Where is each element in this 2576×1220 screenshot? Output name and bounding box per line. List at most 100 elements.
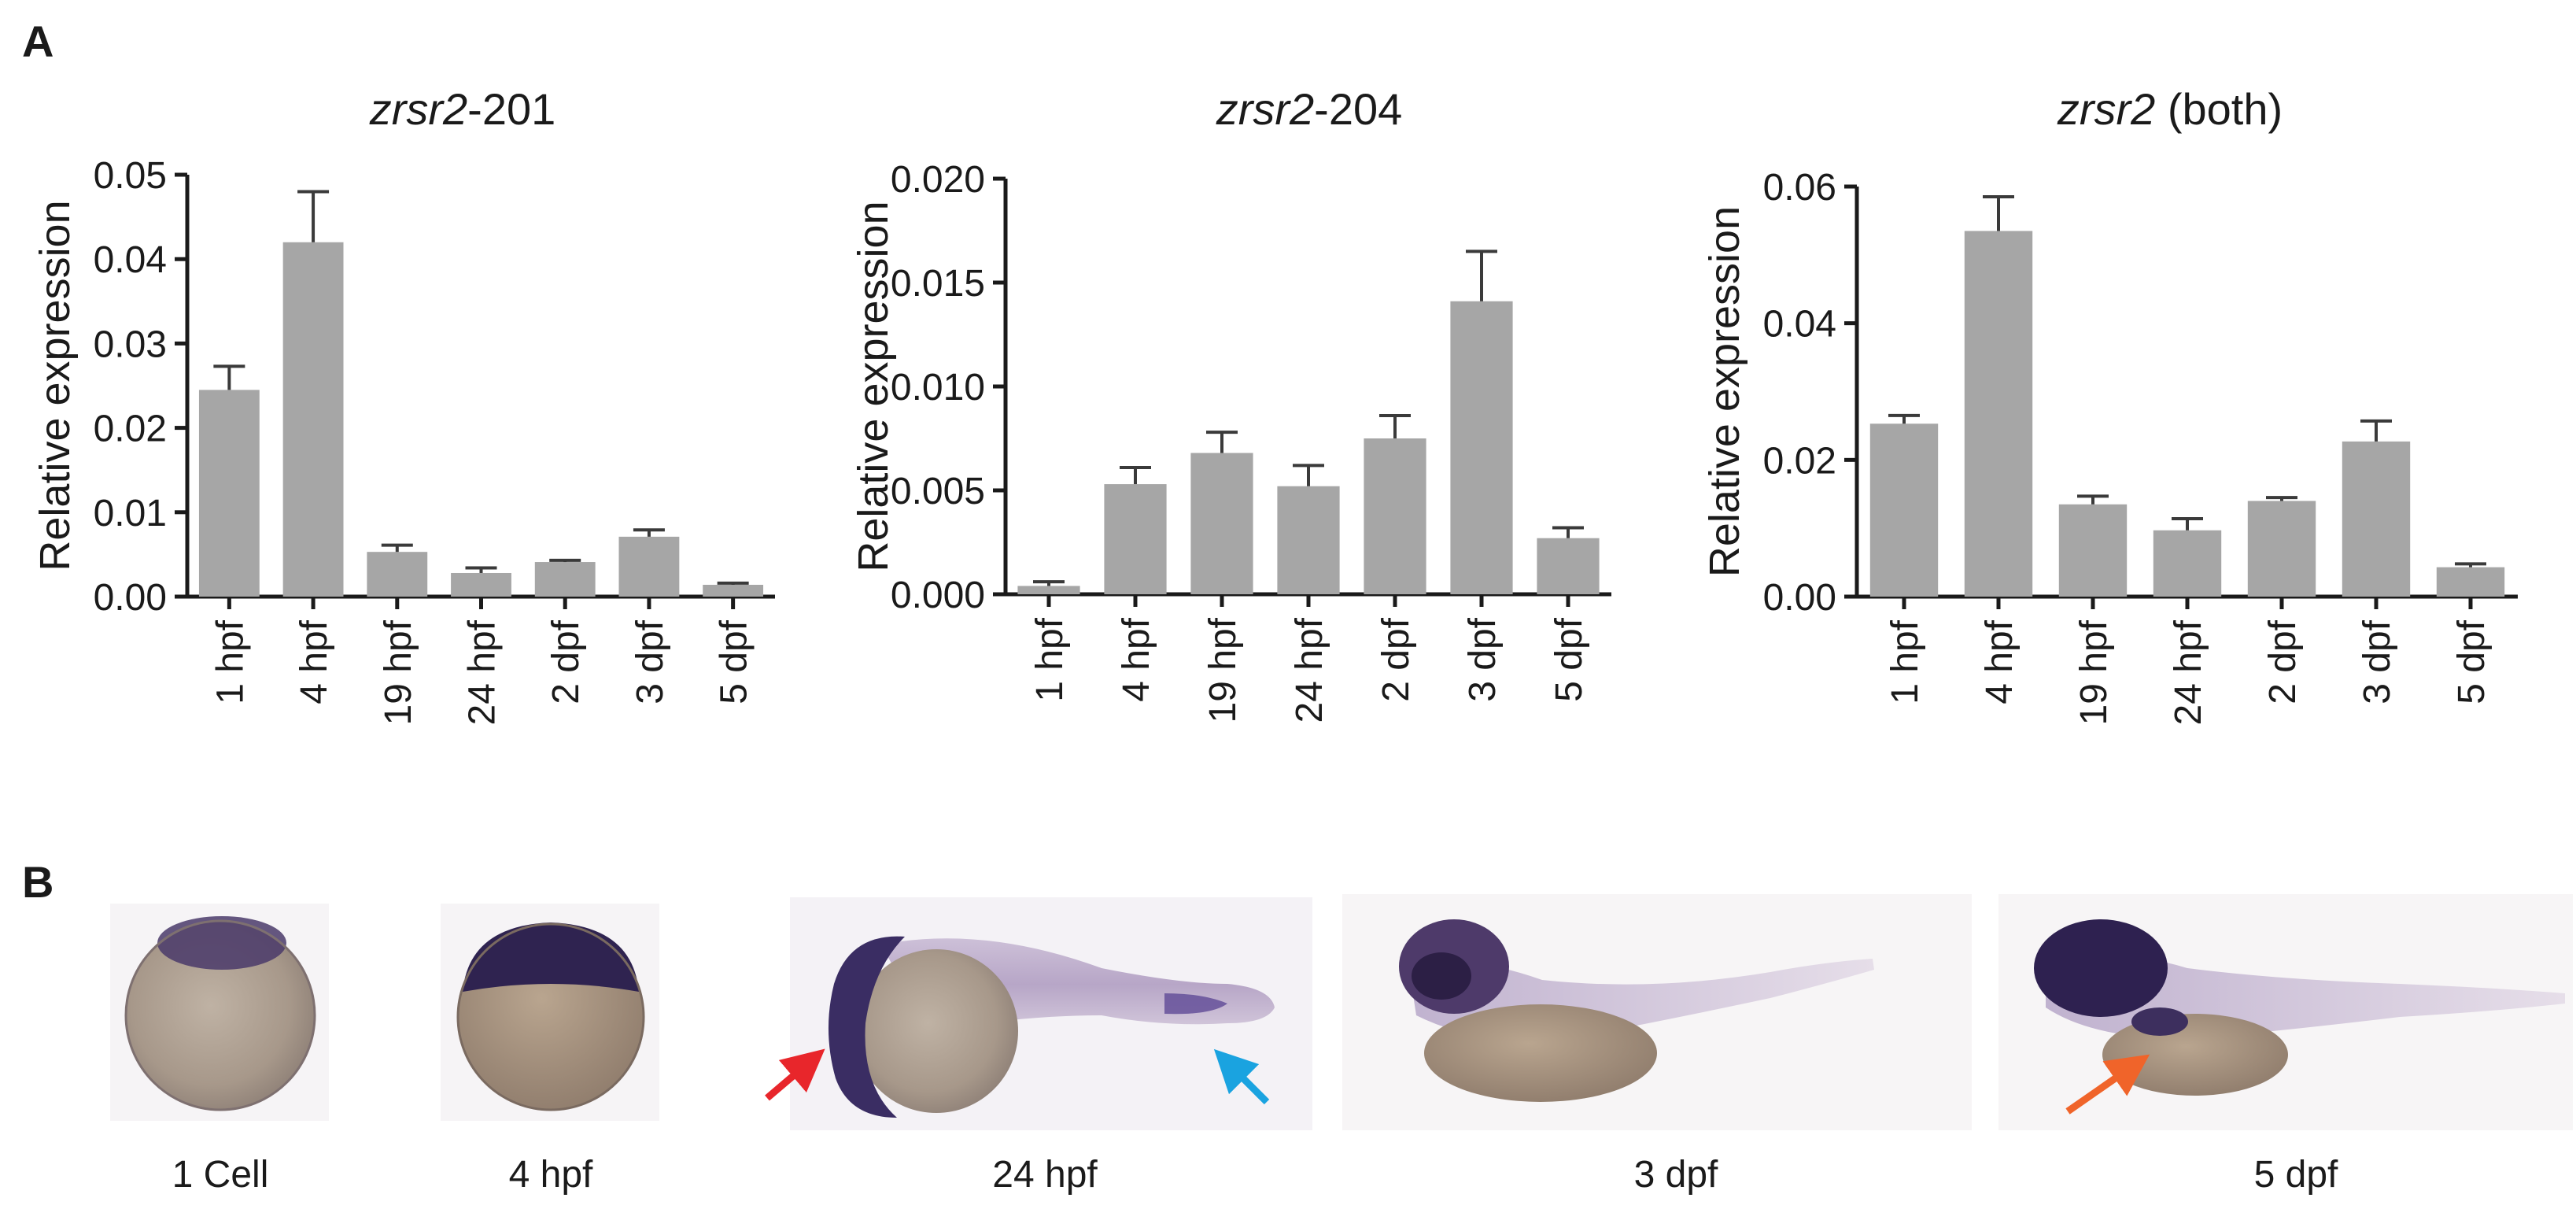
caption-3-dpf: 3 dpf [1634, 1154, 1718, 1196]
x-tick-label: 2 dpf [545, 619, 587, 704]
bar [2247, 501, 2316, 597]
embryo-stain [463, 922, 639, 992]
embryo-image-24-hpf [765, 897, 1312, 1130]
x-tick-label: 3 dpf [2356, 619, 2398, 704]
x-tick-label: 1 hpf [209, 619, 251, 704]
tail-stain [1164, 993, 1227, 1015]
embryo-image-4-hpf [441, 904, 659, 1121]
x-tick-label: 1 hpf [1029, 617, 1071, 701]
x-tick-label: 3 dpf [629, 619, 671, 704]
bar [2342, 441, 2411, 597]
bar [1537, 538, 1600, 594]
chart-title-gene: zrsr2 [2057, 84, 2155, 134]
y-tick-label: 0.06 [1763, 167, 1836, 209]
bar [282, 242, 344, 597]
bar [618, 536, 680, 597]
bar [1277, 486, 1340, 594]
x-tick-label: 19 hpf [378, 619, 419, 725]
x-tick-label: 4 hpf [1116, 617, 1157, 701]
embryo-image-5-dpf [1998, 894, 2573, 1130]
x-tick-label: 3 dpf [1462, 617, 1504, 701]
embryo-yolk [1424, 1004, 1657, 1102]
y-tick-label: 0.02 [1763, 440, 1836, 482]
bar [2436, 567, 2505, 597]
chart-title-suffix: -201 [467, 84, 555, 134]
panel-letter-b: B [22, 857, 54, 907]
bar [198, 390, 260, 597]
embryo-stain [157, 916, 286, 970]
x-tick-label: 2 dpf [1375, 617, 1417, 701]
x-tick-label: 4 hpf [1979, 619, 2021, 704]
y-axis-label: Relative expression [31, 200, 79, 571]
head-stain [828, 936, 905, 1118]
bar [2153, 530, 2222, 597]
bar [367, 552, 428, 597]
x-tick-label: 24 hpf [2168, 619, 2209, 725]
embryo-image-1-cell [110, 904, 329, 1121]
bar [1104, 484, 1167, 594]
y-tick-label: 0.03 [94, 323, 167, 365]
caption-1-cell: 1 Cell [172, 1154, 269, 1196]
chart-title-gene: zrsr2 [369, 84, 467, 134]
chart-zrsr2-201: zrsr2-201 Relative expression 0.00 0.01 0.02… [31, 84, 775, 725]
y-axis-label: Relative expression [850, 201, 897, 571]
bar [2058, 504, 2128, 597]
y-tick-label: 0.005 [891, 471, 985, 512]
x-tick-label: 24 hpf [1289, 617, 1330, 723]
y-tick-label: 0.00 [1763, 577, 1836, 619]
x-tick-label: 2 dpf [2262, 619, 2304, 704]
y-tick-label: 0.010 [891, 367, 985, 409]
x-tick-label: 5 dpf [714, 619, 755, 704]
y-tick-label: 0.04 [1763, 304, 1836, 346]
embryo-image-3-dpf [1342, 894, 1972, 1130]
y-tick-label: 0.000 [891, 575, 985, 616]
bar [1364, 438, 1426, 594]
x-tick-label: 1 hpf [1884, 619, 1926, 704]
chart-title-suffix: -204 [1314, 84, 1402, 134]
chart-title-gene: zrsr2 [1216, 84, 1314, 134]
blue-arrow [1213, 1048, 1270, 1105]
red-arrow [765, 1048, 825, 1101]
caption-24-hpf: 24 hpf [992, 1154, 1098, 1196]
embryo-yolk [854, 949, 1018, 1113]
embryo-yolk [2102, 1014, 2288, 1096]
y-axis-label: Relative expression [1701, 206, 1748, 577]
caption-4-hpf: 4 hpf [509, 1154, 593, 1196]
eye [1412, 952, 1471, 1000]
x-tick-label: 19 hpf [2073, 619, 2115, 725]
x-tick-label: 5 dpf [2451, 619, 2493, 704]
chart-title: zrsr2-204 [1216, 84, 1403, 134]
y-tick-label: 0.015 [891, 263, 985, 305]
bar [1964, 231, 2033, 597]
caption-5-dpf: 5 dpf [2254, 1154, 2338, 1196]
x-tick-label: 5 dpf [1548, 617, 1590, 701]
bar [1017, 586, 1080, 594]
embryo-outline [456, 922, 645, 1111]
x-tick-label: 19 hpf [1202, 617, 1244, 723]
bar [451, 572, 511, 597]
y-tick-label: 0.02 [94, 409, 167, 450]
head-stain [2034, 919, 2168, 1017]
y-tick-label: 0.020 [891, 159, 985, 201]
y-tick-label: 0.05 [94, 155, 167, 197]
chart-title-suffix: (both) [2155, 84, 2283, 134]
bar [1869, 423, 1939, 597]
x-tick-label: 4 hpf [293, 619, 335, 704]
x-tick-label: 24 hpf [462, 619, 504, 725]
panel-letter-a: A [22, 17, 54, 66]
y-tick-label: 0.04 [94, 239, 167, 281]
bar [534, 562, 596, 597]
bar [703, 584, 764, 597]
bar [1450, 301, 1513, 594]
y-tick-label: 0.00 [94, 577, 167, 619]
chart-title: zrsr2 (both) [2057, 84, 2283, 134]
embryo-outline [124, 919, 316, 1111]
y-tick-label: 0.01 [94, 493, 167, 534]
bar [1190, 453, 1253, 594]
chart-zrsr2-both: zrsr2 (both) Relative expression 0.00 0.02 0… [1701, 84, 2518, 725]
embryo-yolk [126, 921, 315, 1110]
chart-title: zrsr2-201 [369, 84, 556, 134]
orange-arrow [2065, 1054, 2150, 1115]
